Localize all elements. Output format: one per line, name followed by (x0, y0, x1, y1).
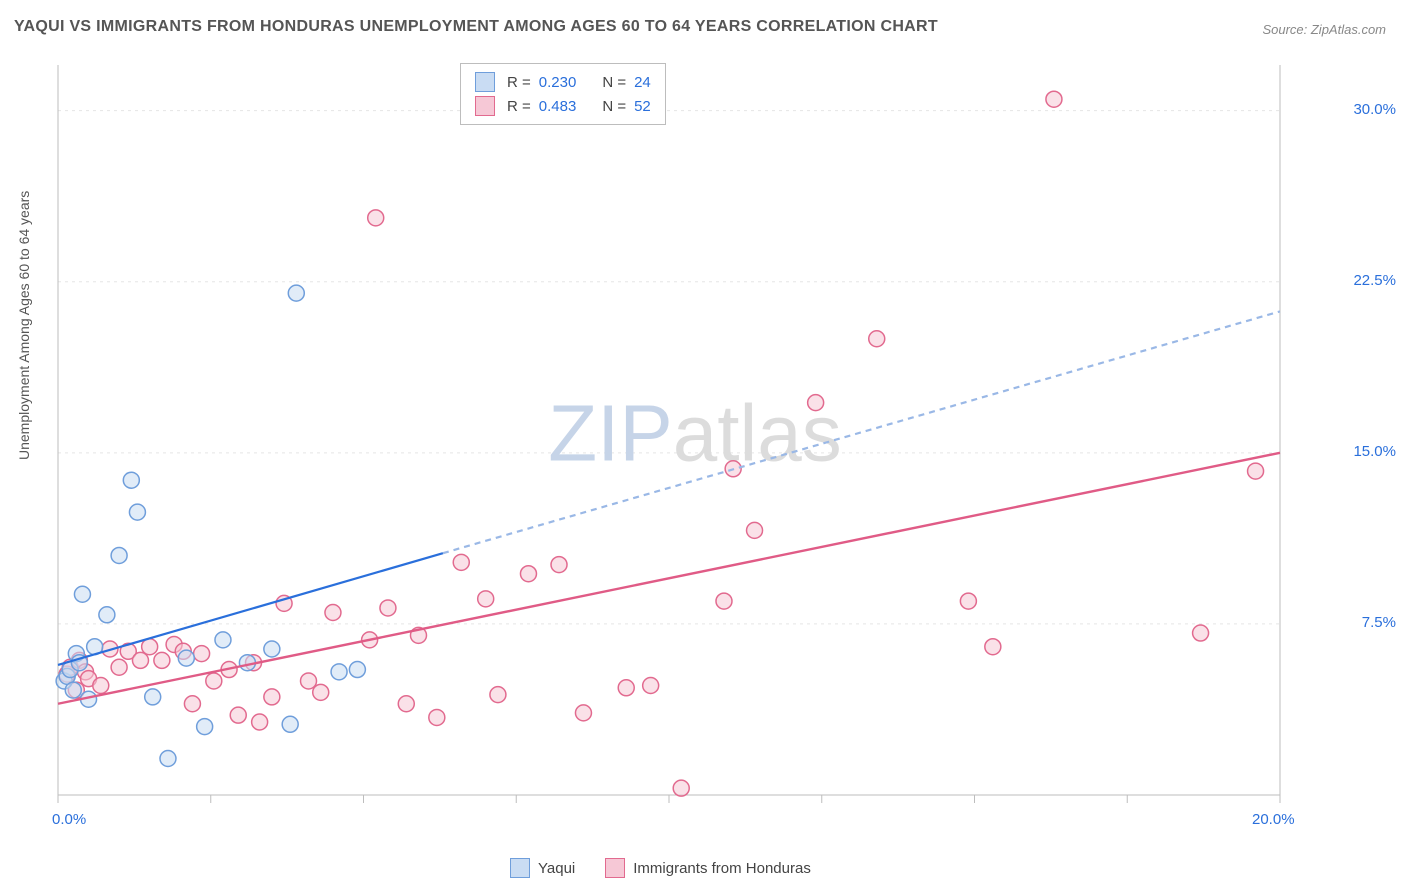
legend-r-value: 0.483 (539, 98, 577, 115)
chart-source: Source: ZipAtlas.com (1262, 22, 1386, 37)
legend-row: R = 0.483 N = 52 (475, 94, 651, 118)
scatter-chart: ZIPatlas (50, 55, 1340, 835)
y-tick-label: 15.0% (1353, 443, 1396, 460)
legend-swatch (510, 858, 530, 878)
series-legend-item: Yaqui (510, 858, 575, 878)
svg-text:ZIPatlas: ZIPatlas (548, 389, 841, 478)
legend-r-label: R = (507, 98, 531, 115)
series-legend-item: Immigrants from Honduras (605, 858, 811, 878)
legend-row: R = 0.230 N = 24 (475, 70, 651, 94)
series-legend-label: Immigrants from Honduras (633, 860, 811, 877)
series-legend: Yaqui Immigrants from Honduras (510, 858, 811, 878)
legend-swatch (475, 72, 495, 92)
correlation-legend: R = 0.230 N = 24 R = 0.483 N = 52 (460, 63, 666, 125)
y-tick-label: 7.5% (1362, 614, 1396, 631)
legend-r-label: R = (507, 74, 531, 91)
y-tick-label: 30.0% (1353, 101, 1396, 118)
y-tick-label: 22.5% (1353, 272, 1396, 289)
legend-n-label: N = (602, 74, 626, 91)
x-tick-label: 20.0% (1252, 811, 1295, 828)
legend-n-label: N = (602, 98, 626, 115)
plot-area: ZIPatlas (50, 55, 1340, 835)
legend-n-value: 24 (634, 74, 651, 91)
legend-swatch (475, 96, 495, 116)
legend-r-value: 0.230 (539, 74, 577, 91)
legend-swatch (605, 858, 625, 878)
chart-title: YAQUI VS IMMIGRANTS FROM HONDURAS UNEMPL… (14, 18, 938, 36)
y-axis-label: Unemployment Among Ages 60 to 64 years (16, 191, 32, 460)
legend-n-value: 52 (634, 98, 651, 115)
series-legend-label: Yaqui (538, 860, 575, 877)
x-tick-label: 0.0% (52, 811, 86, 828)
